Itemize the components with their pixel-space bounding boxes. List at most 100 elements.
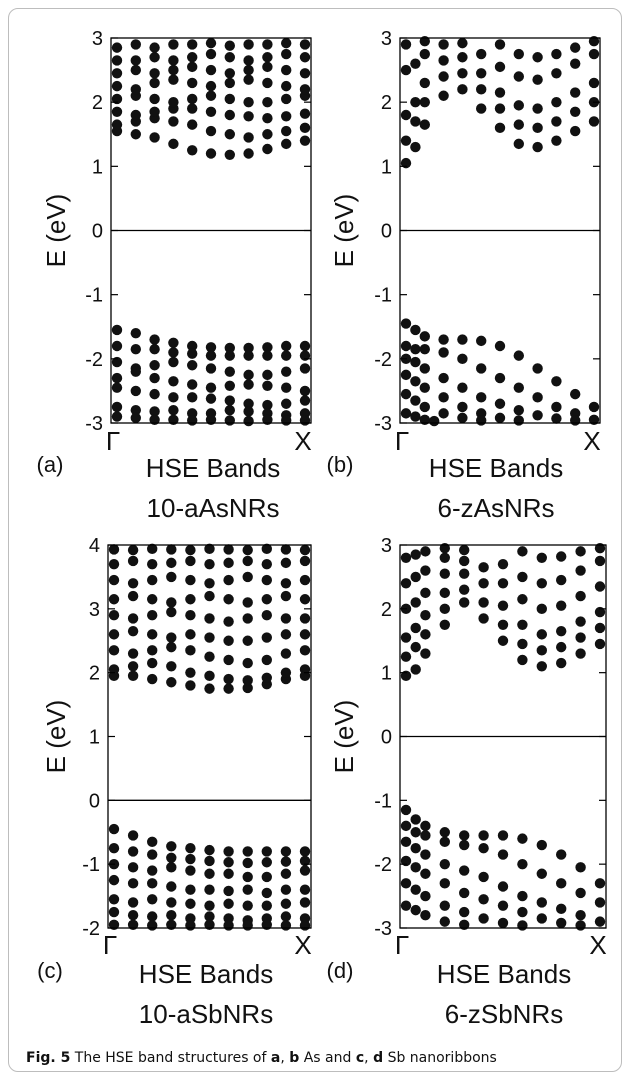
panel-d-band-8-point-4	[439, 836, 450, 848]
panel-d-band-2-point-9	[536, 645, 547, 656]
panel-c-band-16-point-8	[242, 920, 253, 931]
panel-d-band-8-point-3	[420, 830, 431, 841]
panel-d-band-7-point-4	[439, 827, 450, 838]
panel-a-band-13-point-8	[243, 398, 254, 409]
panel-c-band-8-point-5	[185, 555, 196, 567]
panel-c-band-12-point-2	[127, 862, 139, 873]
panel-a-band-3-point-1	[111, 106, 123, 117]
panel-c-band-5-point-11	[299, 613, 311, 624]
panel-a-band-9-point-2	[130, 327, 141, 339]
panel-a-band-13-point-1	[111, 382, 123, 393]
panel-c-ytick-label: 0	[89, 790, 100, 812]
panel-a-band-12-point-5	[187, 379, 198, 390]
panel-d-band-5-point-2	[410, 571, 421, 583]
panel-d-band-4-point-8	[517, 594, 528, 605]
panel-a-band-5-point-6	[205, 80, 217, 92]
panel-a-band-9-point-3	[149, 334, 160, 345]
panel-b-letter: (b)	[327, 452, 354, 477]
panel-c-band-4-point-7	[223, 635, 234, 646]
panel-d-band-1-point-8	[517, 654, 528, 666]
panel-a-band-9-point-4	[168, 337, 179, 348]
panel-b-band-1-point-11	[570, 125, 581, 137]
panel-d-band-1-point-4	[439, 619, 450, 630]
panel-a-band-10-point-5	[187, 348, 198, 359]
panel-b-band-8-point-6	[476, 392, 487, 403]
panel-a-ytick-label: 0	[92, 221, 103, 243]
panel-d-ytick-label: -3	[374, 918, 392, 940]
panel-a-band-12-point-11	[299, 385, 311, 397]
panel-d-ytick-label: 2	[381, 599, 392, 621]
panel-d-band-3-point-6	[478, 578, 489, 589]
panel-c-band-16-point-10	[280, 920, 292, 931]
panel-c-band-8-point-4	[166, 557, 177, 569]
panel-c-band-2-point-2	[127, 661, 139, 672]
panel-d-band-10-point-11	[575, 920, 586, 931]
panel-a-band-12-point-4	[168, 376, 179, 387]
panel-a-band-6-point-9	[262, 61, 273, 73]
panel-d-band-11-point-5	[459, 906, 470, 918]
panel-c-band-2-point-10	[280, 667, 292, 678]
panel-a-ylabel: E (eV)	[41, 194, 71, 268]
panel-b-ytick-label: -2	[374, 349, 392, 371]
panel-c-band-9-point-8	[242, 544, 253, 556]
panel-c-band-7-point-2	[127, 578, 139, 589]
panel-a-title-line1: HSE Bands	[146, 453, 280, 483]
panel-b-band-3-point-4	[438, 55, 449, 66]
panel-b-band-9-point-5	[457, 401, 468, 413]
panel-b-band-10-point-3	[419, 401, 430, 413]
panel-c-band-16-point-5	[185, 920, 196, 931]
panel-a-band-9-point-11	[299, 340, 311, 352]
panel-b-band-9-point-8	[513, 415, 524, 426]
panel-d-band-6-point-1	[400, 552, 412, 563]
panel-a-band-11-point-5	[187, 360, 198, 371]
panel-a-ytick-label: 1	[92, 156, 103, 178]
panel-b-band-2-point-9	[532, 122, 543, 134]
panel-c-band-12-point-9	[261, 871, 272, 883]
panel-a-band-5-point-7	[224, 77, 235, 89]
panel-a-band-5-point-3	[149, 77, 160, 89]
panel-d-band-5-point-5	[459, 544, 470, 556]
panel-c-band-14-point-3	[147, 894, 158, 905]
panel-b-band-4-point-3	[419, 48, 430, 60]
panel-c-band-11-point-3	[147, 849, 158, 860]
panel-a-band-7-point-1	[111, 55, 123, 66]
panel-c-letter: (c)	[37, 958, 63, 983]
panel-c-band-13-point-1	[108, 874, 120, 886]
panel-c-band-12-point-4	[166, 862, 177, 873]
panel-a-band-2-point-6	[205, 125, 217, 137]
panel-c-band-6-point-3	[147, 594, 158, 605]
panel-a-band-9-point-9	[262, 342, 273, 353]
panel-b-band-2-point-8	[513, 119, 524, 130]
panel-b-band-9-point-3	[419, 382, 430, 393]
panel-a-band-6-point-8	[243, 64, 254, 76]
panel-a-band-15-point-1	[111, 411, 123, 422]
panel-b-band-7-point-8	[513, 382, 524, 393]
panel-d-band-6-point-3	[420, 546, 431, 557]
panel-c-band-5-point-8	[242, 613, 253, 624]
panel-c-band-10-point-9	[261, 846, 272, 857]
panel-d-band-9-point-11	[575, 910, 586, 921]
panel-d-band-2-point-6	[478, 597, 489, 608]
panel-a-band-13-point-3	[149, 388, 160, 400]
panel-a-band-10-point-4	[168, 347, 179, 358]
panel-c-band-9-point-11	[299, 544, 311, 556]
panel-c-band-2-point-5	[185, 667, 196, 678]
panel-c-band-13-point-6	[204, 884, 215, 895]
panel-b-ylabel: E (eV)	[329, 194, 359, 268]
panel-a-band-3-point-6	[205, 106, 217, 117]
panel-a-band-5-point-5	[187, 77, 198, 89]
panel-a-band-9-point-8	[243, 342, 254, 354]
panel-a-band-1-point-5	[187, 145, 198, 156]
panel-c-band-9-point-10	[280, 544, 292, 555]
panel-b-band-2-point-3	[419, 96, 430, 108]
panel-d-band-6-point-5	[517, 546, 528, 557]
panel-d-band-7-point-8	[517, 833, 528, 844]
panel-b-band-7-point-6	[476, 363, 487, 374]
panel-c-band-10-point-1	[108, 823, 120, 835]
panel-c-band-15-point-1	[108, 906, 120, 918]
panel-c-band-3-point-10	[280, 648, 292, 659]
panel-a-band-10-point-10	[281, 350, 292, 361]
panel-d-ytick-label: 1	[381, 663, 392, 685]
panel-d-band-2-point-3	[420, 629, 431, 640]
panel-a-band-11-point-4	[168, 356, 179, 368]
